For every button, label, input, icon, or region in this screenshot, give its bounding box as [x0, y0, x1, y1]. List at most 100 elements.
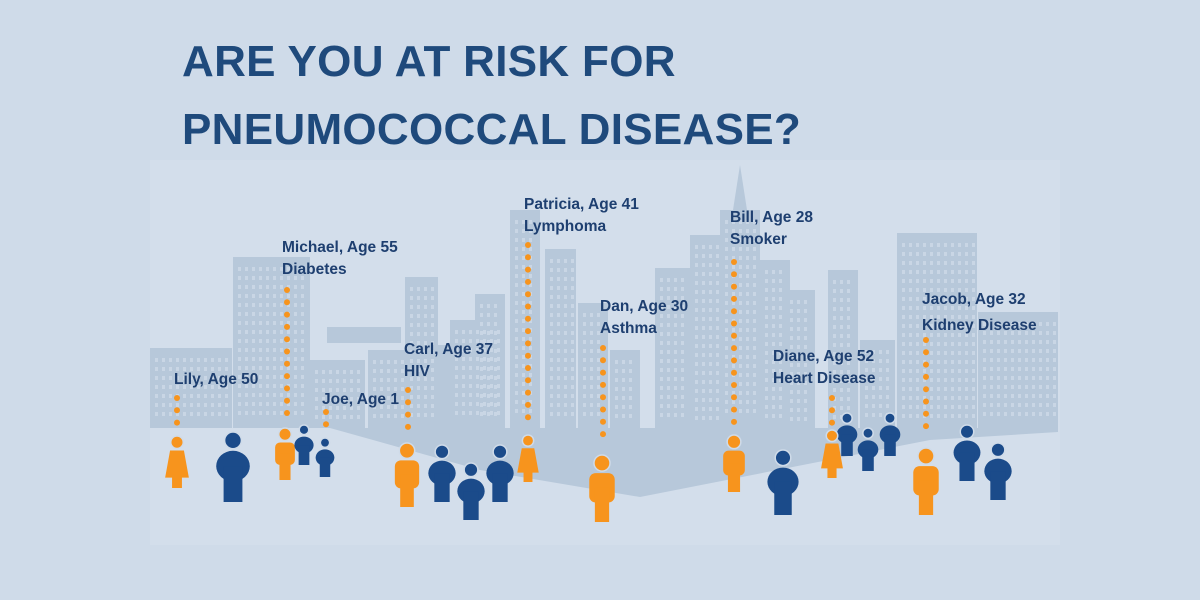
window: [550, 304, 553, 308]
window: [902, 333, 905, 337]
window: [902, 306, 905, 310]
window: [583, 367, 586, 371]
window: [930, 387, 933, 391]
window: [252, 402, 255, 406]
window: [515, 265, 518, 269]
window: [739, 229, 742, 233]
window: [930, 333, 933, 337]
window: [550, 367, 553, 371]
window: [469, 411, 472, 415]
window: [772, 414, 775, 418]
window: [259, 366, 262, 370]
window: [1053, 385, 1056, 389]
window: [1011, 367, 1014, 371]
window: [273, 366, 276, 370]
window: [597, 358, 600, 362]
window: [951, 351, 954, 355]
window: [983, 385, 986, 389]
window: [1039, 331, 1042, 335]
window: [746, 274, 749, 278]
window: [972, 360, 975, 364]
person-icon: [457, 462, 485, 520]
window: [252, 375, 255, 379]
window: [909, 288, 912, 292]
window: [487, 403, 490, 407]
window: [937, 288, 940, 292]
window: [772, 405, 775, 409]
window: [797, 318, 800, 322]
window: [455, 375, 458, 379]
connector-dot: [284, 311, 290, 318]
person-name-age: Michael, Age 55: [282, 239, 398, 256]
window: [872, 350, 875, 354]
window: [522, 382, 525, 386]
window: [322, 379, 325, 383]
window: [660, 314, 663, 318]
connector-dot: [525, 352, 531, 359]
window: [280, 402, 283, 406]
window: [709, 416, 712, 420]
window: [564, 295, 567, 299]
window: [424, 368, 427, 372]
window: [162, 376, 165, 380]
window: [190, 412, 193, 416]
window: [373, 378, 376, 382]
window: [394, 369, 397, 373]
window: [273, 375, 276, 379]
window: [273, 402, 276, 406]
window: [571, 313, 574, 317]
window: [176, 385, 179, 389]
window: [529, 265, 532, 269]
window: [753, 409, 756, 413]
window: [1025, 376, 1028, 380]
window: [833, 334, 836, 338]
window: [557, 349, 560, 353]
window: [695, 299, 698, 303]
window: [462, 366, 465, 370]
window: [557, 403, 560, 407]
window: [972, 279, 975, 283]
window: [847, 406, 850, 410]
window: [681, 395, 684, 399]
window: [725, 283, 728, 287]
window: [373, 360, 376, 364]
window: [280, 393, 283, 397]
window: [732, 337, 735, 341]
connector-dot: [405, 411, 411, 418]
window: [739, 328, 742, 332]
window: [529, 382, 532, 386]
connector-dot: [525, 328, 531, 335]
window: [746, 400, 749, 404]
window: [387, 396, 390, 400]
window: [301, 321, 304, 325]
window: [629, 405, 632, 409]
window: [529, 364, 532, 368]
connector-dot: [405, 423, 411, 430]
window: [590, 403, 593, 407]
window: [204, 358, 207, 362]
window: [923, 297, 926, 301]
window: [387, 405, 390, 409]
window: [965, 297, 968, 301]
window: [266, 339, 269, 343]
window: [872, 377, 875, 381]
window: [169, 376, 172, 380]
window: [716, 263, 719, 267]
window: [965, 360, 968, 364]
window: [997, 349, 1000, 353]
window: [972, 414, 975, 418]
person-name-age: Carl, Age 37: [404, 341, 494, 358]
window: [909, 297, 912, 301]
window: [772, 387, 775, 391]
connector-dot: [525, 278, 531, 285]
window: [983, 403, 986, 407]
window: [902, 324, 905, 328]
connector-dot: [923, 410, 929, 417]
window: [937, 324, 940, 328]
window: [965, 369, 968, 373]
window: [865, 386, 868, 390]
window: [779, 279, 782, 283]
window: [394, 378, 397, 382]
window: [176, 403, 179, 407]
window: [1039, 403, 1042, 407]
